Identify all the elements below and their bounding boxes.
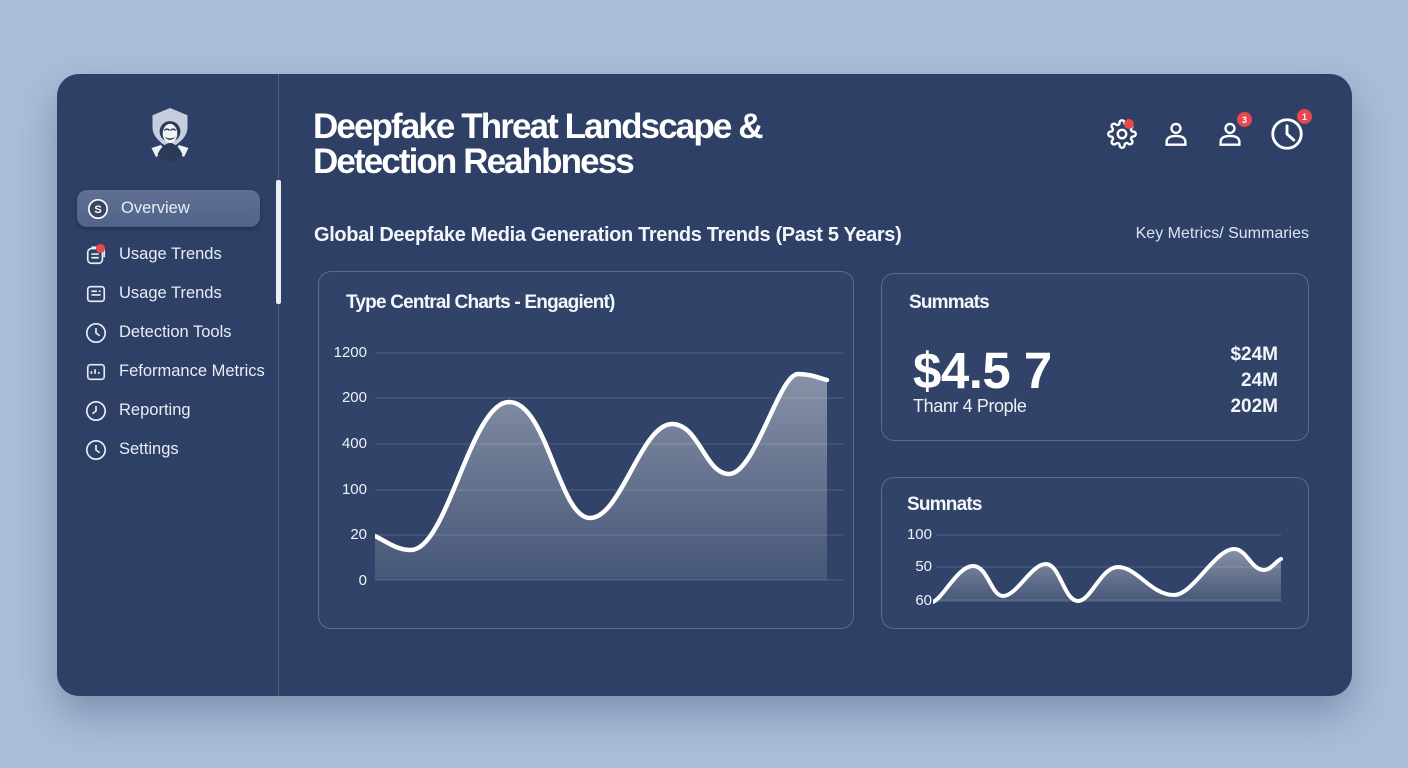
svg-text:S: S — [94, 204, 101, 216]
